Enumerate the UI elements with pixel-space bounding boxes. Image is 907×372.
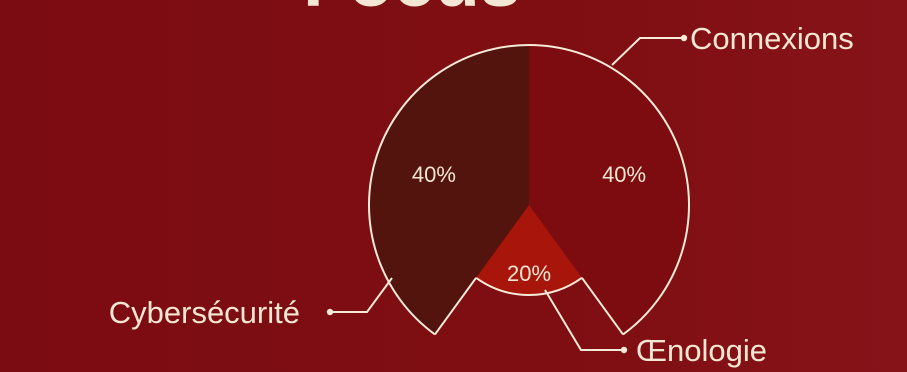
pie-slice-nologie [476,205,582,295]
slice-value-label: 40% [412,162,456,187]
slice-edge [434,277,477,336]
pie-slice-outline [528,44,690,336]
slice-value-label: 40% [602,162,646,187]
callout-dot [620,346,628,354]
callout-line [330,277,393,313]
slice-edge [581,277,624,336]
slice-value-label: 20% [507,261,551,286]
chart-title: Focus [303,0,521,22]
pie-slice-connexions [529,45,690,335]
callout-dot [326,308,334,316]
pie-slice-outline [475,277,583,296]
callout-line [611,37,684,66]
pie-slice-outline [368,44,530,336]
category-label: Connexions [690,21,854,56]
callout-dot [680,34,688,42]
category-label: Œnologie [636,333,767,368]
pie-slice-cybers-curit [368,45,529,335]
callout-line [544,289,624,351]
category-label: Cybersécurité [109,295,300,330]
